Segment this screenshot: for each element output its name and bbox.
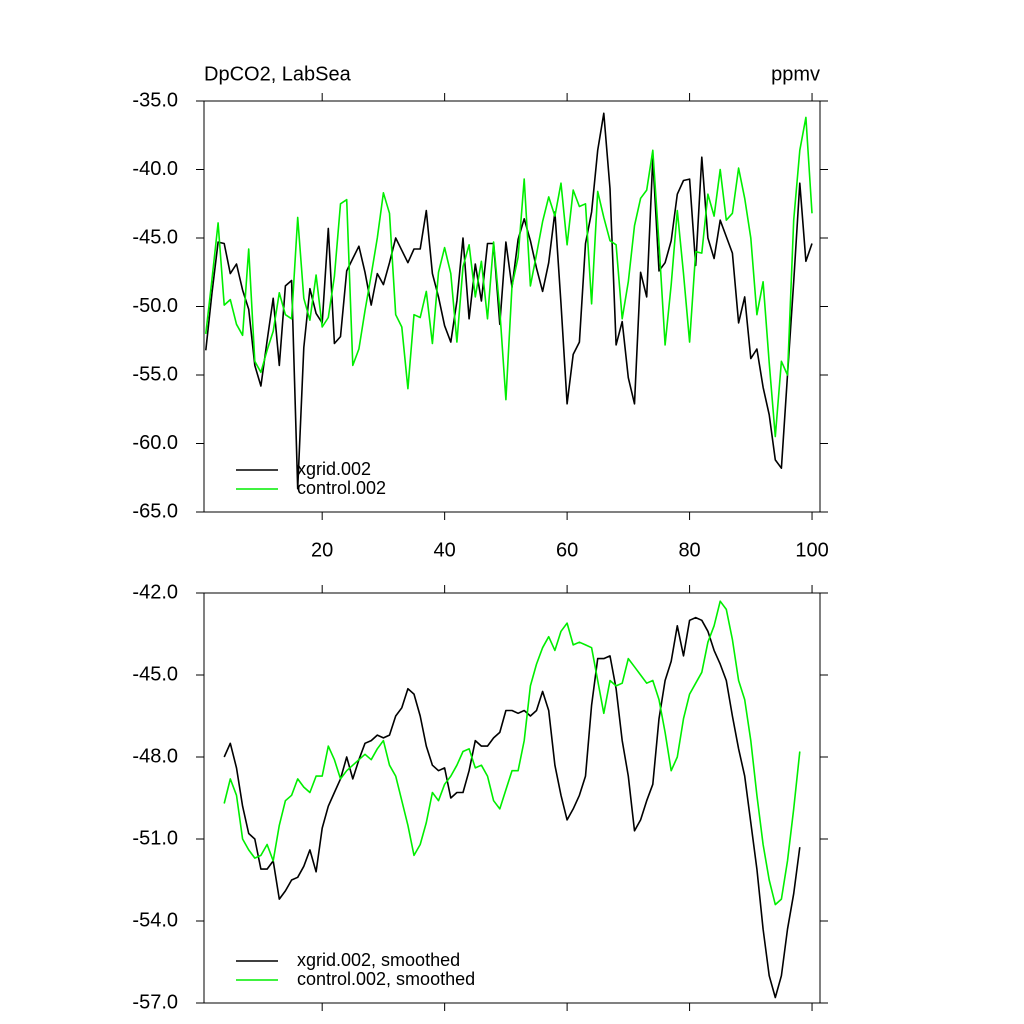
plot-frame — [203, 592, 821, 1004]
series-line — [205, 112, 813, 490]
x-tick-label: 40 — [434, 539, 456, 561]
y-tick-label: -35.0 — [132, 89, 178, 111]
y-tick-label: -42.0 — [132, 581, 178, 603]
x-tick-label: 100 — [795, 539, 828, 561]
series-line — [205, 116, 813, 438]
y-tick-label: -51.0 — [132, 827, 178, 849]
y-tick-label: -55.0 — [132, 363, 178, 385]
legend-label: xgrid.002, smoothed — [297, 950, 460, 970]
y-tick-label: -65.0 — [132, 500, 178, 522]
units-label: ppmv — [771, 63, 820, 85]
legend-label: control.002 — [297, 478, 386, 498]
chart-title: DpCO2, LabSea — [204, 63, 352, 85]
y-tick-label: -48.0 — [132, 745, 178, 767]
legend-label: xgrid.002 — [297, 459, 371, 479]
legend-label: control.002, smoothed — [297, 969, 475, 989]
x-tick-label: 80 — [678, 539, 700, 561]
x-tick-label: 20 — [311, 539, 333, 561]
y-tick-label: -57.0 — [132, 991, 178, 1013]
y-tick-label: -40.0 — [132, 158, 178, 180]
series-line — [223, 616, 801, 999]
y-tick-label: -54.0 — [132, 909, 178, 931]
series-line — [223, 600, 801, 906]
x-tick-label: 60 — [556, 539, 578, 561]
y-tick-label: -45.0 — [132, 663, 178, 685]
y-tick-label: -60.0 — [132, 432, 178, 454]
y-tick-label: -50.0 — [132, 295, 178, 317]
y-tick-label: -45.0 — [132, 226, 178, 248]
